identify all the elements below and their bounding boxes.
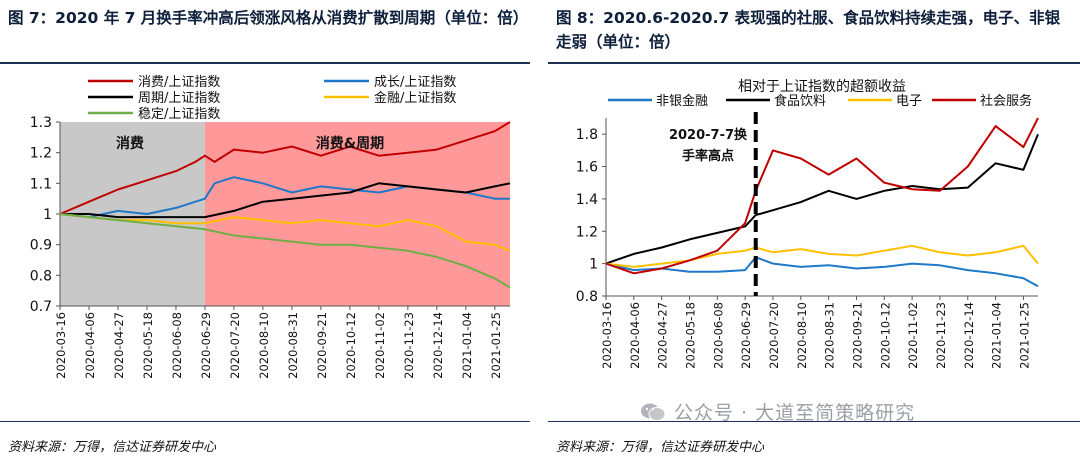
series-line-1 — [605, 133, 1039, 265]
left-title-rule — [0, 62, 530, 64]
y-tick-label: 0.9 — [30, 238, 52, 254]
legend-label-0: 消费/上证指数 — [138, 75, 220, 90]
x-tick-label: 2020-06-29 — [199, 312, 213, 379]
region-label-consumer-cycle: 消费&周期 — [316, 135, 384, 152]
x-tick-label: 2020-11-23 — [402, 312, 416, 379]
x-tick-label: 2021-01-25 — [489, 312, 503, 379]
x-tick-label: 2021-01-04 — [460, 312, 474, 379]
x-tick-label: 2021-01-25 — [1017, 302, 1031, 369]
wechat-icon — [641, 403, 666, 421]
x-tick-label: 2020-08-10 — [795, 302, 809, 369]
y-tick-label: 0.8 — [576, 289, 598, 305]
y-tick-label: 1.4 — [576, 192, 598, 208]
x-tick-label: 2020-04-06 — [83, 312, 97, 379]
y-tick-label: 1.1 — [30, 176, 52, 192]
x-tick-label: 2020-05-18 — [683, 302, 697, 369]
x-tick-label: 2021-01-04 — [990, 302, 1004, 369]
legend-label-3: 金融/上证指数 — [374, 90, 456, 106]
legend-label-2: 周期/上证指数 — [138, 91, 220, 106]
y-tick-label: 1.3 — [30, 115, 52, 131]
x-tick-label: 2020-04-27 — [112, 312, 126, 379]
left-chart: 0.7 0.8 0.9 1 1.1 1.2 1.3 2020-03-16 2020-04-06 2… — [30, 75, 511, 379]
x-tick-label: 2020-07-20 — [767, 302, 781, 369]
chart-title: 相对于上证指数的超额收益 — [738, 79, 906, 95]
series-line-3 — [605, 117, 1039, 275]
x-tick-label: 2020-05-18 — [141, 312, 155, 379]
y-tick-label: 1 — [589, 257, 598, 273]
x-tick-label: 2020-07-20 — [228, 312, 242, 379]
x-tick-label: 2020-08-31 — [286, 312, 300, 379]
series-line-4 — [59, 213, 511, 289]
x-tick-label: 2020-06-29 — [739, 302, 753, 369]
left-source-note: 资料来源：万得，信达证券研发中心 — [8, 440, 217, 455]
x-tick-label: 2020-03-16 — [600, 302, 614, 369]
x-tick-label: 2020-09-21 — [850, 302, 864, 369]
x-tick-label: 2020-11-02 — [373, 312, 387, 379]
x-tick-label: 2020-09-21 — [315, 312, 329, 379]
right-figure-title: 图 8：2020.6-2020.7 表现强的社服、食品饮料持续走强，电子、非银走… — [556, 9, 1061, 51]
y-tick-label: 0.8 — [30, 268, 52, 284]
x-tick-label: 2020-04-27 — [656, 302, 670, 369]
series-line-3 — [59, 213, 511, 252]
x-tick-label: 2020-08-31 — [823, 302, 837, 369]
series-line-2 — [605, 244, 1039, 268]
y-tick-label: 1.8 — [576, 127, 598, 143]
watermark-text: 公众号 · 大道至简策略研究 — [674, 402, 916, 424]
series-line-2 — [60, 182, 511, 219]
left-figure-panel: 图 7：2020 年 7 月换手率冲高后领涨风格从消费扩散到周期（单位：倍） 0… — [0, 0, 530, 462]
x-tick-label: 2020-11-02 — [906, 302, 920, 369]
x-tick-label: 2020-04-06 — [628, 302, 642, 369]
x-tick-label: 2020-12-14 — [962, 302, 976, 369]
legend-label-1: 成长/上证指数 — [374, 75, 456, 90]
series-line-0 — [59, 121, 511, 215]
y-tick-label: 1 — [43, 207, 52, 223]
legend-label-2: 电子 — [896, 94, 922, 109]
y-tick-label: 1.6 — [576, 160, 598, 176]
right-chart: 0.8 1 1.2 1.4 1.6 1.8 2020-03-16 2020-04-06 2020… — [576, 79, 1039, 369]
left-figure-title: 图 7：2020 年 7 月换手率冲高后领涨风格从消费扩散到周期（单位：倍） — [8, 9, 529, 27]
x-tick-label: 2020-06-08 — [170, 312, 184, 379]
watermark: 公众号 · 大道至简策略研究 — [640, 398, 915, 425]
x-tick-label: 2020-10-12 — [344, 312, 358, 379]
right-source-note: 资料来源：万得，信达证券研发中心 — [556, 440, 765, 455]
x-tick-label: 2020-06-08 — [711, 302, 725, 369]
left-source-rule — [0, 421, 530, 422]
right-source-rule — [548, 421, 1080, 422]
x-tick-label: 2020-12-14 — [431, 312, 445, 379]
region-label-consumer: 消费 — [116, 135, 144, 152]
y-tick-label: 1.2 — [30, 146, 52, 162]
x-tick-label: 2020-08-10 — [257, 312, 271, 379]
x-tick-label: 2020-10-12 — [878, 302, 892, 369]
legend-label-0: 非银金融 — [656, 93, 708, 109]
x-tick-label: 2020-03-16 — [54, 312, 68, 379]
x-tick-label: 2020-11-23 — [934, 302, 948, 369]
series-line-0 — [605, 256, 1039, 288]
legend-label-4: 稳定/上证指数 — [138, 106, 220, 122]
legend-label-1: 食品饮料 — [774, 93, 826, 109]
right-figure-panel: 图 8：2020.6-2020.7 表现强的社服、食品饮料持续走强，电子、非银走… — [548, 0, 1080, 462]
right-title-rule — [548, 62, 1080, 64]
y-tick-label: 1.2 — [576, 224, 598, 240]
y-tick-label: 0.7 — [30, 299, 52, 315]
legend-label-3: 社会服务 — [980, 93, 1032, 109]
event-annotation-line2: 手率高点 — [682, 148, 734, 164]
event-annotation-line1: 2020-7-7换 — [669, 127, 748, 143]
